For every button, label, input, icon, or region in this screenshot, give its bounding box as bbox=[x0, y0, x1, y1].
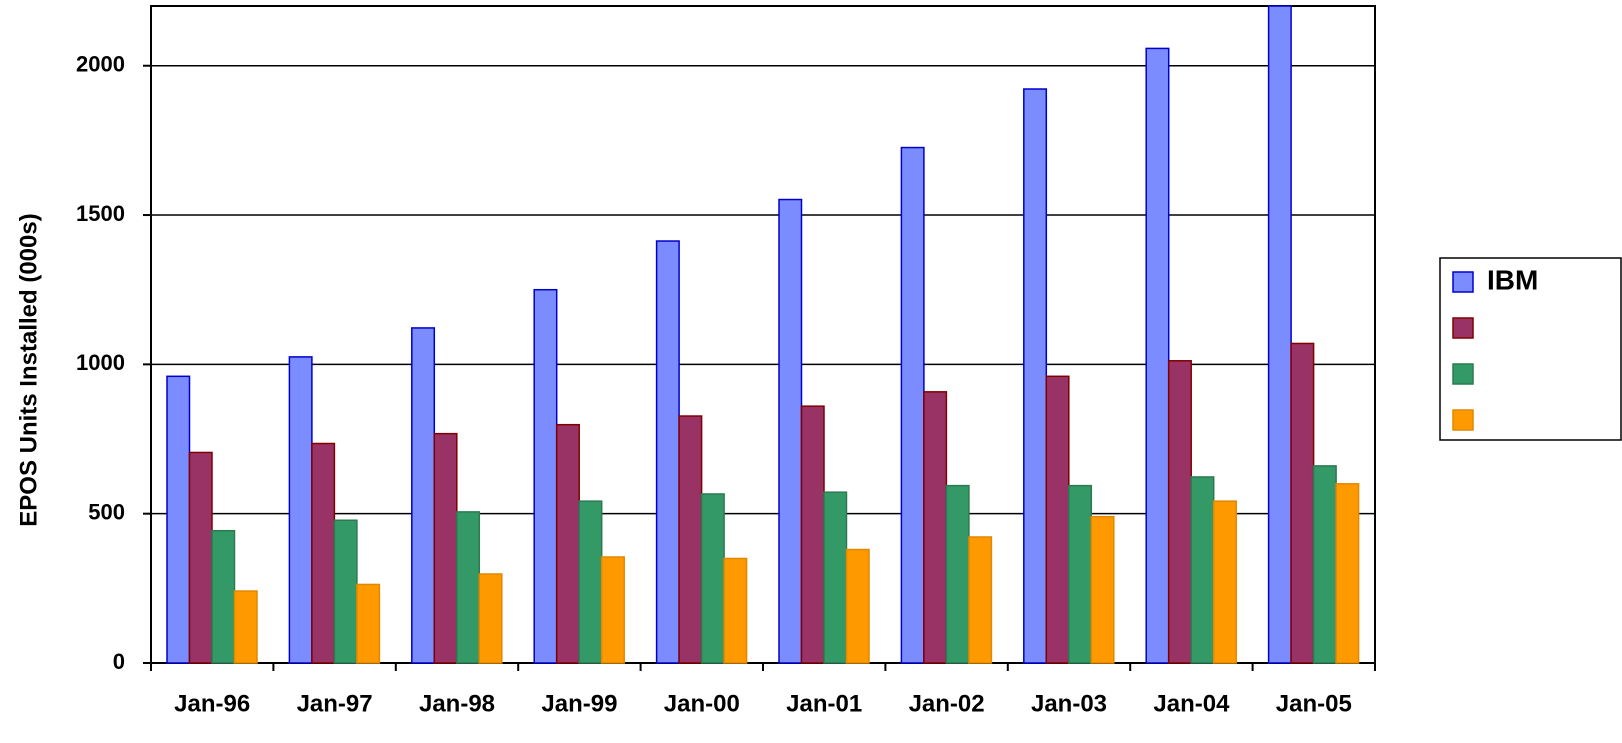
bar bbox=[166, 375, 191, 664]
bar bbox=[1290, 342, 1315, 664]
bar bbox=[1212, 500, 1237, 664]
bar bbox=[1267, 5, 1292, 664]
bar bbox=[600, 556, 625, 664]
bar bbox=[655, 240, 680, 664]
bar bbox=[333, 519, 358, 664]
x-tick-label: Jan-03 bbox=[1031, 690, 1107, 717]
x-tick-label: Jan-02 bbox=[909, 690, 985, 717]
legend-swatch bbox=[1452, 409, 1474, 431]
bar bbox=[356, 583, 381, 664]
bar bbox=[433, 432, 458, 664]
bar bbox=[311, 442, 336, 664]
bar bbox=[188, 451, 213, 664]
x-tick-label: Jan-01 bbox=[786, 690, 862, 717]
y-tick-label: 1500 bbox=[76, 201, 125, 226]
bar bbox=[723, 557, 748, 664]
bar bbox=[288, 356, 313, 664]
bar bbox=[1090, 515, 1115, 664]
bar bbox=[555, 423, 580, 664]
bar bbox=[778, 198, 803, 664]
legend-label: IBM bbox=[1487, 264, 1538, 295]
bar bbox=[823, 491, 848, 664]
y-tick-label: 1000 bbox=[76, 350, 125, 375]
bar bbox=[411, 327, 436, 664]
bar bbox=[1068, 484, 1093, 664]
bar bbox=[456, 511, 481, 664]
y-tick-label: 500 bbox=[88, 499, 125, 524]
legend-swatch bbox=[1452, 271, 1474, 293]
legend-swatch bbox=[1452, 363, 1474, 385]
bar bbox=[1167, 360, 1192, 664]
bar bbox=[845, 548, 870, 664]
bar bbox=[678, 415, 703, 664]
y-axis-label: EPOS Units Installed (000s) bbox=[15, 213, 42, 526]
legend-swatch bbox=[1452, 317, 1474, 339]
bar bbox=[900, 146, 925, 664]
bar bbox=[1312, 465, 1337, 664]
bar bbox=[1145, 47, 1170, 664]
bar bbox=[478, 573, 503, 664]
bar bbox=[800, 405, 825, 664]
bar bbox=[1023, 88, 1048, 664]
y-tick-label: 2000 bbox=[76, 52, 125, 77]
bar bbox=[968, 536, 993, 664]
bar bbox=[211, 529, 236, 664]
x-tick-label: Jan-98 bbox=[419, 690, 495, 717]
bar bbox=[533, 288, 558, 664]
bar bbox=[923, 391, 948, 664]
bar bbox=[233, 590, 258, 664]
bar bbox=[1045, 375, 1070, 664]
x-tick-label: Jan-96 bbox=[174, 690, 250, 717]
bar bbox=[1190, 476, 1215, 664]
x-tick-label: Jan-05 bbox=[1276, 690, 1352, 717]
x-tick-label: Jan-04 bbox=[1153, 690, 1230, 717]
bar bbox=[700, 493, 725, 664]
bar bbox=[945, 484, 970, 664]
bar bbox=[578, 500, 603, 664]
x-tick-label: Jan-99 bbox=[541, 690, 617, 717]
x-tick-label: Jan-97 bbox=[297, 690, 373, 717]
x-tick-label: Jan-00 bbox=[664, 690, 740, 717]
bar bbox=[1335, 483, 1360, 664]
y-tick-label: 0 bbox=[113, 649, 125, 674]
